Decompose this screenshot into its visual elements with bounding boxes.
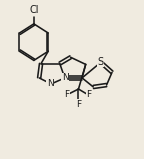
Text: F: F <box>86 90 91 99</box>
Text: Cl: Cl <box>29 5 39 15</box>
Text: N: N <box>47 80 53 88</box>
Text: F: F <box>76 100 81 109</box>
Text: F: F <box>64 90 69 99</box>
Text: S: S <box>98 57 104 67</box>
Text: N: N <box>62 73 69 82</box>
